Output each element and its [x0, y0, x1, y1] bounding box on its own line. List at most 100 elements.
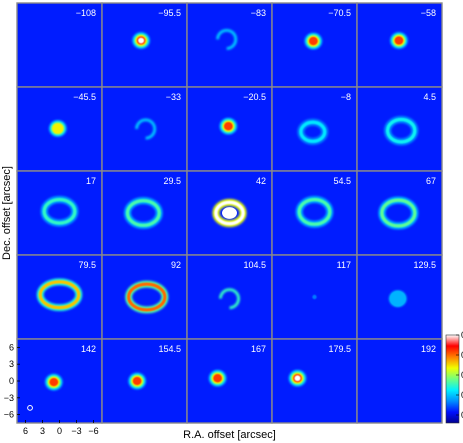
colorbar-tick-label: 0.3	[461, 350, 463, 360]
colorbar: 0 0.1 0.2 0.3 0.4	[445, 330, 463, 424]
emission-blob	[309, 36, 318, 46]
emission-arc	[218, 288, 241, 310]
emission-arc	[135, 118, 157, 140]
emission-blob	[132, 376, 142, 386]
colorbar-tick-labels: 0 0.1 0.2 0.3 0.4	[456, 330, 463, 420]
channel-panel: −20.5	[186, 86, 273, 172]
channel-velocity-label: 29.5	[163, 176, 181, 186]
colorbar-scale	[445, 334, 460, 424]
channel-panel: 29.5	[101, 170, 188, 256]
channel-panel: 129.5	[356, 254, 443, 340]
channel-velocity-label: 142	[81, 344, 96, 354]
channel-panel: −8	[271, 86, 358, 172]
channel-velocity-label: 154.5	[158, 344, 181, 354]
emission-map	[207, 368, 228, 388]
channel-velocity-label: 92	[171, 260, 181, 270]
emission-ring	[38, 280, 81, 310]
channel-panel: 154.5	[101, 338, 188, 424]
channel-panel: 117	[271, 254, 358, 340]
channel-velocity-label: −58	[421, 8, 436, 18]
emission-map	[135, 118, 157, 140]
emission-ring	[125, 199, 161, 227]
panel-background	[357, 171, 442, 255]
emission-blob	[389, 290, 407, 307]
emission-map	[378, 196, 419, 230]
emission-map	[218, 116, 239, 136]
emission-map	[312, 294, 317, 300]
emission-map	[127, 371, 148, 391]
panel-background	[187, 339, 272, 423]
emission-map	[43, 372, 64, 392]
channel-velocity-label: 4.5	[423, 92, 436, 102]
channel-panel: 4.5	[356, 86, 443, 172]
channel-panel: 17	[16, 170, 103, 256]
colorbar-tick-label: 0.4	[461, 330, 463, 340]
channel-velocity-label: 167	[251, 344, 266, 354]
emission-ring	[386, 117, 417, 144]
channel-velocity-label: 17	[86, 176, 96, 186]
emission-blob	[224, 122, 233, 131]
channel-panel: 142	[16, 338, 103, 424]
channel-velocity-label: 79.5	[78, 260, 96, 270]
y-tick-labels: 6 3 0 −3 −6	[4, 342, 20, 420]
emission-map	[212, 198, 247, 228]
emission-map	[388, 31, 409, 50]
x-tick-label: −3	[71, 426, 81, 436]
colorbar-tick-label: 0.1	[461, 390, 463, 400]
panel-background	[17, 171, 102, 255]
axes: 6 3 0 −3 −6 6 3 0 −3 −6 Dec. offset [arcsec] R.A…	[1, 166, 276, 441]
emission-map	[287, 368, 308, 388]
channel-velocity-label: 67	[426, 176, 436, 186]
channel-panel: 79.5	[16, 254, 103, 340]
panel-frame	[356, 338, 443, 424]
panel-background	[357, 87, 442, 171]
y-axis-label: Dec. offset [arcsec]	[1, 166, 13, 260]
channel-velocity-label: 54.5	[333, 176, 351, 186]
colorbar-tick-label: 0	[461, 410, 463, 420]
channel-panel: −95.5	[101, 2, 188, 88]
channel-panel: 42	[186, 170, 273, 256]
emission-map	[36, 278, 83, 312]
y-tick-label: −6	[4, 410, 14, 420]
channel-panel: 54.5	[271, 170, 358, 256]
channel-panel: −33	[101, 86, 188, 172]
x-tick-label: 0	[57, 426, 62, 436]
panel-background	[272, 87, 357, 171]
panel-background	[102, 255, 187, 339]
emission-map	[295, 196, 334, 228]
channel-velocity-label: −95.5	[158, 8, 181, 18]
emission-ring	[127, 282, 167, 312]
emission-blob	[49, 377, 59, 387]
emission-map	[47, 118, 68, 138]
channel-velocity-label: −8	[341, 92, 351, 102]
panel-background	[272, 171, 357, 255]
channel-velocity-label: −108	[76, 8, 96, 18]
emission-ring	[214, 200, 245, 226]
channel-velocity-label: 117	[337, 260, 351, 270]
channel-velocity-label: 129.5	[413, 260, 436, 270]
emission-blob	[138, 37, 145, 44]
x-tick-label: −6	[88, 426, 98, 436]
emission-ring	[299, 120, 327, 143]
emission-core	[222, 207, 237, 219]
channel-panel: −83	[186, 2, 273, 88]
y-tick-label: 0	[9, 376, 14, 386]
emission-map	[131, 31, 152, 50]
y-tick-label: 6	[9, 342, 14, 352]
x-tick-label: 6	[23, 426, 28, 436]
panel-background	[102, 171, 187, 255]
channel-velocity-label: −70.5	[328, 8, 351, 18]
panel-background	[102, 87, 187, 171]
channel-panel: 192	[356, 338, 443, 424]
emission-map	[297, 118, 329, 145]
emission-blob	[52, 122, 64, 134]
emission-ring	[42, 197, 77, 225]
channel-panel: 67	[356, 170, 443, 256]
y-tick-label: −3	[4, 393, 14, 403]
panel-grid: −108 −95.5 −83 −70.5 −58 −45.5 −33 −20.5 −8 4.5 17…	[16, 2, 443, 424]
beam-marker	[27, 404, 33, 411]
emission-arc	[216, 28, 238, 50]
panel-background	[357, 339, 442, 423]
channel-velocity-label: 192	[421, 344, 436, 354]
